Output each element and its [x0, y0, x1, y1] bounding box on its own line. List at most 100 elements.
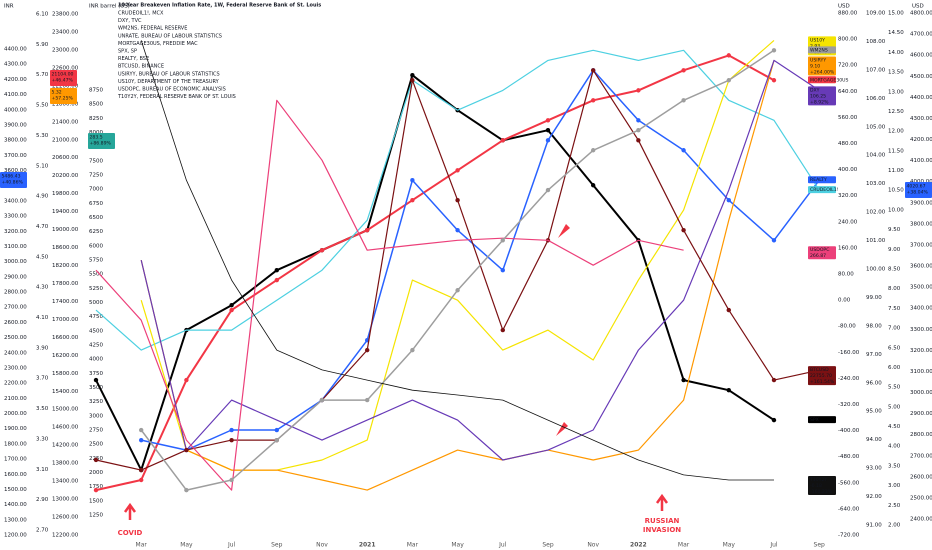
y-tick-label: 4100.00 — [910, 158, 932, 164]
axis-label: 6.00 — [888, 365, 901, 371]
axis-label: 14200.00 — [52, 443, 79, 449]
data-point — [681, 68, 686, 73]
data-point — [545, 138, 551, 143]
data-point — [545, 128, 551, 133]
series-name: USIRYY — [810, 57, 826, 63]
axis-label: 5750 — [89, 258, 103, 264]
axis-label: -560.00 — [838, 480, 860, 486]
data-point — [138, 427, 144, 433]
axis-label: 107.00 — [866, 67, 886, 73]
axis-label: 13.00 — [888, 89, 904, 95]
legend-line: USIRYY, BUREAU OF LABOUR STATISTICS — [118, 71, 220, 77]
series-tag — [808, 176, 836, 184]
axis-label: 5.30 — [36, 133, 49, 139]
axis-label: 11.00 — [888, 168, 904, 174]
data-point — [590, 148, 596, 153]
series-badge-value: 9.10 — [810, 63, 820, 69]
series-badge-value: -160.23% — [810, 489, 833, 495]
axis-label: 2500.00 — [4, 335, 27, 341]
axis-label: 9.50 — [888, 227, 901, 233]
axis-label: 640.00 — [838, 89, 858, 95]
price-badge-text: 283.5 — [90, 135, 103, 141]
axis-label: -240.00 — [838, 376, 860, 382]
rocket-icon — [558, 224, 570, 238]
axis-label: 2000.00 — [4, 411, 27, 417]
axis-label: 320.00 — [838, 193, 858, 199]
axis-label: 7500 — [89, 158, 103, 164]
axis-label: 2000 — [89, 470, 103, 476]
y-tick-label: 2900.00 — [910, 411, 932, 417]
legend-line: WM2NS, FEDERAL RESERVE — [118, 26, 187, 32]
series-line — [140, 60, 775, 491]
y-tick-label: 3200.00 — [910, 348, 932, 354]
y-axis-header: USD — [912, 4, 924, 10]
data-point — [274, 277, 279, 283]
axis-label: 6500 — [89, 215, 103, 221]
axis-label: 3.70 — [36, 376, 49, 382]
data-point — [681, 377, 686, 383]
price-badge — [905, 182, 932, 198]
legend-line: SPX, SP — [118, 49, 137, 55]
data-point — [184, 447, 189, 453]
axis-label: 2900.00 — [4, 274, 27, 280]
axis-label: 10.00 — [888, 207, 904, 213]
axis-label: 240.00 — [838, 219, 858, 225]
axis-label: 22600.00 — [52, 65, 79, 71]
axis-label: 14600.00 — [52, 425, 79, 431]
axis-label: 3300.00 — [4, 214, 27, 220]
data-point — [726, 198, 731, 203]
series-tag — [808, 76, 836, 84]
axis-label: 2400.00 — [4, 350, 27, 356]
data-point — [636, 128, 641, 133]
axis-label: 21800.00 — [52, 101, 79, 107]
axis-label: 6750 — [89, 201, 103, 207]
axis-label: 3100.00 — [4, 244, 27, 250]
y-tick-label: 3800.00 — [910, 221, 932, 227]
data-point — [410, 72, 415, 78]
axis-label: 6.10 — [36, 12, 49, 18]
axis-label: 19400.00 — [52, 209, 79, 215]
series-line — [95, 54, 775, 492]
price-badge — [50, 88, 77, 104]
series-tag — [808, 366, 836, 386]
axis-label: 3.10 — [36, 467, 49, 473]
axis-label: 4100.00 — [4, 92, 27, 98]
data-point — [455, 227, 460, 233]
series-tag — [808, 86, 836, 106]
data-point — [274, 427, 279, 433]
axis-label: 2.70 — [36, 528, 49, 534]
axis-label: 21000.00 — [52, 137, 79, 143]
series-badge-value: 106.25 — [810, 93, 826, 99]
y-tick-label: 2800.00 — [910, 432, 932, 438]
x-tick-label: May — [451, 542, 464, 549]
axis-label: 12600.00 — [52, 515, 79, 521]
data-point — [726, 307, 731, 313]
axis-label: 95.00 — [866, 409, 882, 415]
series-badge-value: +161.54% — [810, 379, 835, 385]
axis-label: 5.00 — [888, 404, 901, 410]
data-point — [455, 198, 460, 203]
data-point — [500, 138, 505, 143]
axis-label: 17800.00 — [52, 281, 79, 287]
axis-label: 5250 — [89, 286, 103, 292]
data-point — [364, 227, 370, 233]
axis-label: 4.70 — [36, 224, 49, 230]
axis-label: 1500.00 — [4, 487, 27, 493]
axis-label: 2200.00 — [4, 381, 27, 387]
y-tick-label: 3700.00 — [910, 242, 932, 248]
axis-label: 8500 — [89, 102, 103, 108]
y-tick-label: 4800.00 — [910, 11, 932, 17]
series-badge-value: 22755.70 — [810, 373, 832, 379]
data-point — [726, 78, 731, 83]
series-name: MORTGAGE30US — [810, 77, 849, 83]
axis-label: 3200.00 — [4, 229, 27, 235]
axis-label: 4.00 — [888, 444, 901, 450]
data-point — [93, 377, 99, 383]
axis-label: 4.50 — [888, 424, 901, 430]
axis-label: 12.50 — [888, 109, 904, 115]
axis-label: -480.00 — [838, 454, 860, 460]
axis-label: 3.00 — [888, 483, 901, 489]
data-point — [500, 268, 505, 273]
axis-label: -640.00 — [838, 506, 860, 512]
data-point — [93, 457, 99, 463]
